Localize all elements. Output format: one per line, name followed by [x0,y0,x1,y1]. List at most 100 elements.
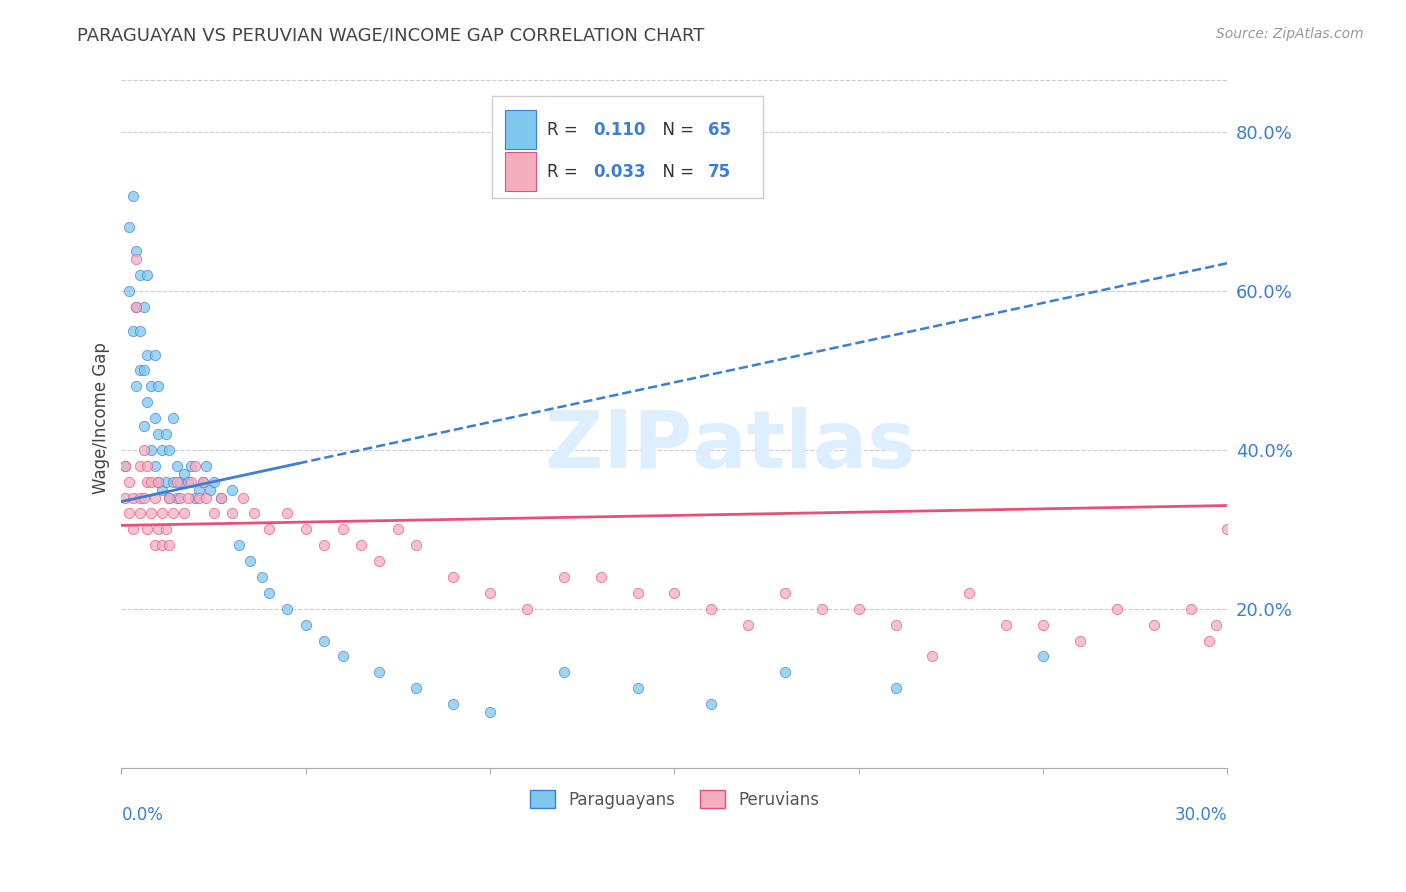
Point [1180,602,1202,616]
Point [132,442,155,457]
Point [187,491,209,505]
Point [221,483,243,497]
Point [553,570,575,584]
Point [314,538,336,552]
Point [405,538,427,552]
Point [169,491,191,505]
Bar [505,153,536,191]
Point [157,538,180,552]
Point [125,300,148,314]
Point [139,475,162,489]
Point [143,347,166,361]
Point [155,427,177,442]
Point [148,379,170,393]
Point [150,507,173,521]
Point [114,491,136,505]
Point [121,522,143,536]
Point [166,458,188,473]
Point [121,491,143,505]
Point [479,586,502,600]
Point [177,491,200,505]
Point [118,220,141,235]
Point [128,268,150,282]
Point [118,284,141,298]
Point [173,467,195,481]
Point [368,665,391,680]
Point [1032,649,1054,664]
Point [884,681,907,696]
Point [128,507,150,521]
Point [180,475,202,489]
Point [957,586,980,600]
Point [700,697,723,711]
Point [177,475,200,489]
Point [139,379,162,393]
Point [114,458,136,473]
Text: PARAGUAYAN VS PERUVIAN WAGE/INCOME GAP CORRELATION CHART: PARAGUAYAN VS PERUVIAN WAGE/INCOME GAP C… [77,27,704,45]
Point [155,475,177,489]
Point [136,347,159,361]
Point [155,522,177,536]
Point [773,586,796,600]
Point [139,507,162,521]
Point [239,554,262,568]
Text: 65: 65 [707,120,731,138]
Point [143,458,166,473]
Point [221,507,243,521]
Point [180,458,202,473]
Point [479,705,502,719]
Point [136,458,159,473]
Point [118,475,141,489]
Point [1105,602,1128,616]
Point [128,363,150,377]
Point [157,491,180,505]
Point [191,475,214,489]
Point [553,665,575,680]
Point [148,522,170,536]
Point [162,507,184,521]
Point [184,458,207,473]
Point [157,491,180,505]
Point [664,586,686,600]
Point [516,602,538,616]
Point [232,491,254,505]
Point [139,442,162,457]
Point [1205,617,1227,632]
Text: 0.0%: 0.0% [121,806,163,824]
Point [332,649,354,664]
Point [125,244,148,259]
Point [114,458,136,473]
Point [198,483,221,497]
Point [136,475,159,489]
Point [921,649,943,664]
Text: R =: R = [547,162,583,181]
Point [1069,633,1091,648]
Point [405,681,427,696]
Point [1032,617,1054,632]
Point [387,522,409,536]
Point [184,491,207,505]
Y-axis label: Wage/Income Gap: Wage/Income Gap [93,343,110,494]
Legend: Paraguayans, Peruvians: Paraguayans, Peruvians [523,784,825,815]
Point [995,617,1018,632]
Point [589,570,612,584]
Point [294,522,316,536]
Text: 75: 75 [707,162,731,181]
Point [191,475,214,489]
Point [626,586,648,600]
Point [187,483,209,497]
Point [162,411,184,425]
Point [150,483,173,497]
Text: R =: R = [547,120,583,138]
Point [132,419,155,434]
Point [294,617,316,632]
Point [202,507,225,521]
Text: ZIP​atlas: ZIP​atlas [544,407,915,485]
Point [166,475,188,489]
Point [257,586,280,600]
Text: 30.0%: 30.0% [1175,806,1227,824]
Point [132,300,155,314]
Point [166,491,188,505]
Point [125,379,148,393]
Point [368,554,391,568]
